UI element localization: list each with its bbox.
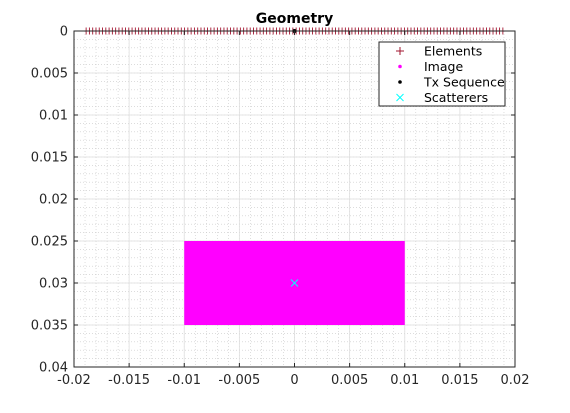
- legend-marker-b: [396, 93, 404, 102]
- x-tick-label: 0.02: [501, 373, 530, 388]
- x-tick-label: 0.005: [331, 373, 368, 388]
- x-tick-label: 0.01: [390, 373, 419, 388]
- y-tick-label: 0: [60, 25, 68, 40]
- x-tick-label: -0.01: [167, 373, 201, 388]
- legend-entry: Tx Sequence: [398, 75, 505, 90]
- legend-marker-point: [398, 64, 402, 69]
- scatterer-marker: [290, 279, 299, 287]
- x-tick-label: 0.015: [441, 373, 478, 388]
- x-tick-labels: -0.02 -0.015 -0.01 -0.005 0 0.005 0.01 0.015 0.0…: [57, 373, 529, 388]
- y-tick-label: 0.015: [31, 151, 68, 166]
- tick-marks: [73, 30, 516, 368]
- legend-entry: Image: [398, 59, 463, 74]
- legend-label: Elements: [424, 44, 482, 59]
- y-tick-label: 0.035: [31, 319, 68, 334]
- x-tick-label: -0.02: [57, 373, 91, 388]
- y-tick-label: 0.04: [39, 361, 68, 376]
- y-tick-labels: 0 0.005 0.01 0.015 0.02 0.025 0.03 0.035 0.04: [31, 25, 68, 376]
- x-tick-label: 0: [290, 373, 298, 388]
- y-tick-label: 0.01: [39, 109, 68, 124]
- y-tick-label: 0.03: [39, 277, 68, 292]
- scatterer-marker-b: [290, 279, 299, 287]
- x-tick-label: -0.005: [218, 373, 260, 388]
- y-tick-label: 0.005: [31, 67, 68, 82]
- legend-label: Image: [424, 59, 463, 74]
- y-tick-label: 0.02: [39, 193, 68, 208]
- scatterers-layer: [290, 279, 299, 287]
- legend-entry: Scatterers: [396, 90, 488, 105]
- legend-label: Scatterers: [424, 90, 488, 105]
- chart-title: Geometry: [256, 11, 333, 27]
- legend-label: Tx Sequence: [423, 75, 505, 90]
- legend-marker-point: [398, 80, 402, 84]
- x-tick-label: -0.015: [108, 373, 150, 388]
- y-tick-label: 0.025: [31, 235, 68, 250]
- legend-entry: Elements: [396, 44, 482, 59]
